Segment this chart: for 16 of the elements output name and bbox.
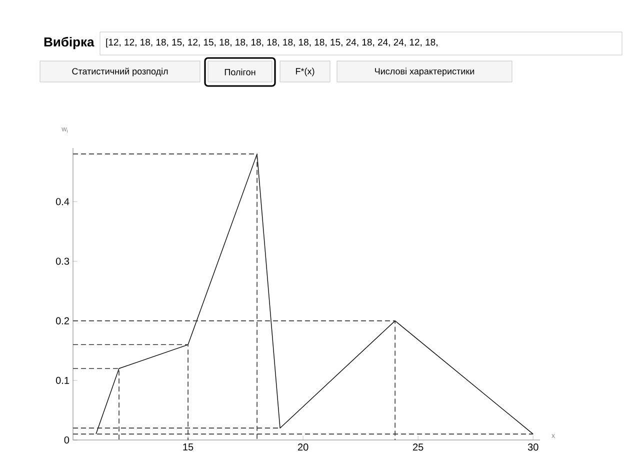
x-tick-label: 20 [298,444,308,451]
text: Числові характеристики [375,68,474,76]
x-tick-label: 25 [413,444,424,451]
y-tick-label: 0 [64,436,70,444]
chart-title: Вибірка [44,36,94,50]
text: Полігон [224,68,256,76]
y-tick-label: 0.4 [56,198,70,206]
text: Статистичний розподіл [72,68,168,76]
y-tick-label: 0.2 [56,317,69,324]
text: F*(x) [296,68,314,76]
x-tick-label: 30 [528,444,538,451]
chart-subtitle: [12, 12, 18, 18, 15, 12, 15, 18, 18, 18, 18, 18, 18, 18, 15, 24, 18, 24, 24, 12, 18, [106,38,438,48]
y-tick-label: 0.1 [56,376,69,384]
line-series [96,154,534,434]
x-tick-label: 15 [183,444,194,451]
y-tick-label: 0.3 [56,258,70,265]
